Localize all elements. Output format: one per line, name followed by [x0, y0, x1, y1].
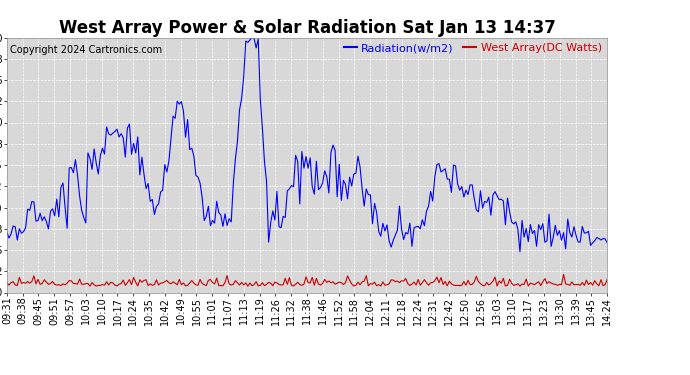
Title: West Array Power & Solar Radiation Sat Jan 13 14:37: West Array Power & Solar Radiation Sat J…	[59, 20, 555, 38]
Legend: Radiation(w/m2), West Array(DC Watts): Radiation(w/m2), West Array(DC Watts)	[344, 43, 602, 53]
Text: Copyright 2024 Cartronics.com: Copyright 2024 Cartronics.com	[10, 45, 162, 55]
